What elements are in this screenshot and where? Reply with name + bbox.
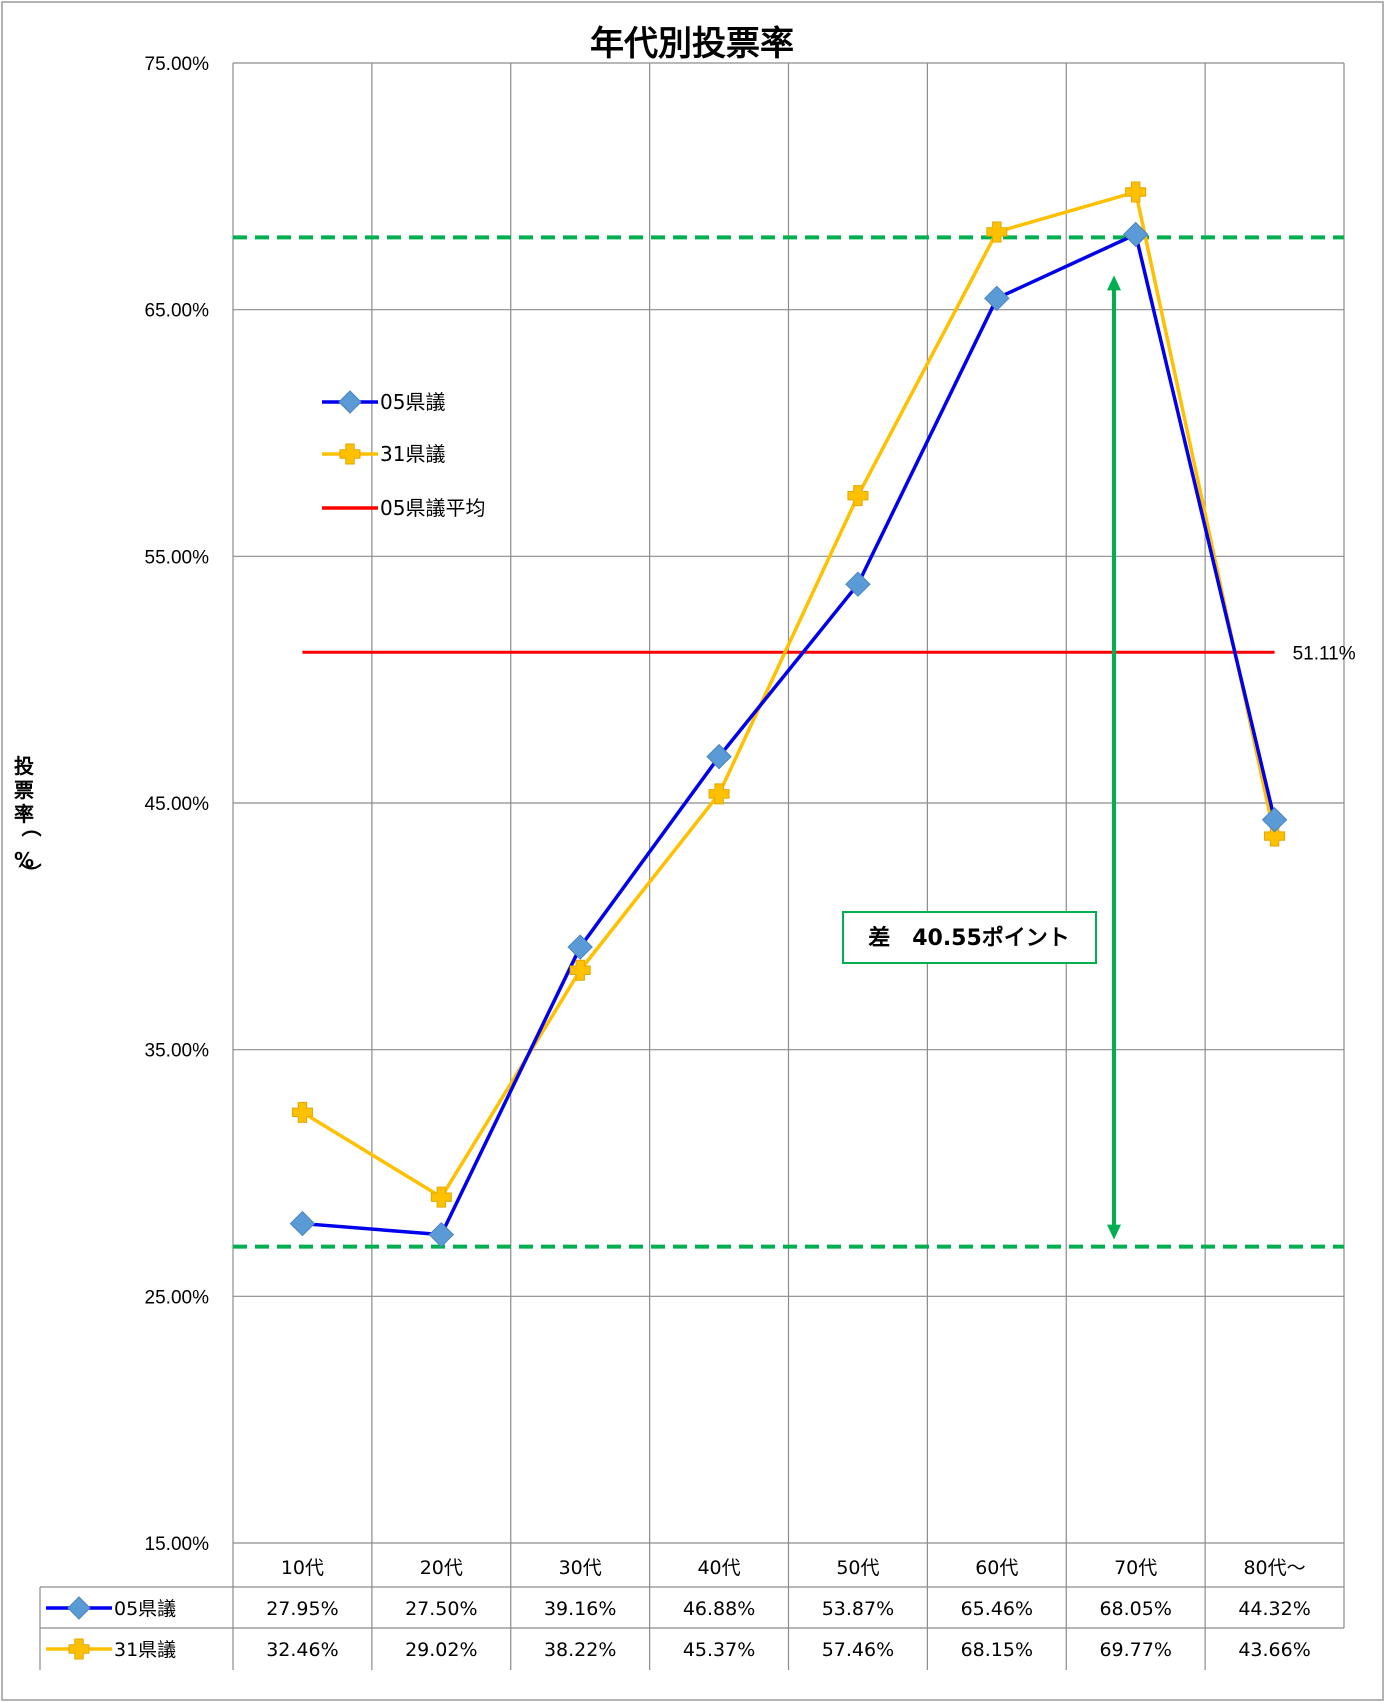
- legend-average-text: 05県議平均: [380, 496, 485, 520]
- legend: 05県議 31県議 05県議平均: [322, 390, 485, 520]
- series-05-point: [428, 1221, 455, 1248]
- x-tick-label: 20代: [420, 1557, 463, 1579]
- table-key-05-marker: [67, 1596, 91, 1620]
- table-cell: 27.95%: [266, 1598, 338, 1620]
- annotation-arrow-head-up: [1107, 275, 1121, 291]
- series-05-point: [845, 571, 871, 597]
- y-tick-label: 15.00%: [145, 1534, 210, 1555]
- table-cell: 29.02%: [405, 1639, 477, 1661]
- annotation-arrow-head-down: [1107, 1224, 1121, 1240]
- table-cell: 43.66%: [1238, 1639, 1310, 1661]
- table-cell: 46.88%: [683, 1598, 755, 1620]
- average-label: 51.11%: [1293, 643, 1356, 664]
- table-key-05-name: 05県議: [114, 1598, 176, 1620]
- series-31-point: [569, 959, 591, 981]
- series-31-point: [430, 1186, 452, 1208]
- table-key-31-marker: [68, 1638, 90, 1660]
- series-05-point: [567, 934, 593, 960]
- y-axis-label-char: ）: [19, 863, 43, 883]
- table-cell: 53.87%: [822, 1598, 894, 1620]
- difference-annotation: 差 40.55ポイント: [842, 275, 1121, 1240]
- table-cell: 32.46%: [266, 1639, 338, 1661]
- series-05-point: [706, 743, 732, 770]
- annotation-text: 差 40.55ポイント: [868, 925, 1070, 951]
- series-05-point: [1122, 221, 1149, 248]
- annotation-box: [842, 911, 1097, 964]
- gridlines: [232, 62, 1345, 1670]
- y-tick-label: 55.00%: [145, 547, 210, 568]
- table-cell: 69.77%: [1099, 1639, 1171, 1661]
- x-tick-label: 30代: [559, 1557, 602, 1579]
- series-05-point: [984, 285, 1010, 312]
- data-table-lines: [39, 1586, 1344, 1670]
- series-31-point: [708, 783, 730, 805]
- y-axis-label-char: 票: [14, 778, 34, 802]
- series-05-line: [302, 232, 1277, 1237]
- table-cell: 57.46%: [822, 1639, 894, 1661]
- x-tick-label: 60代: [975, 1557, 1018, 1579]
- x-tick-label: 80代～: [1243, 1557, 1305, 1579]
- y-tick-label: 25.00%: [145, 1287, 210, 1308]
- chart-texts: 年代別投票率 15.00% 25.00% 35.00% 45.00% 55.00% 65.…: [46, 24, 1356, 1661]
- table-cell: 65.46%: [961, 1598, 1033, 1620]
- y-tick-label: 45.00%: [145, 794, 210, 815]
- table-cell: 38.22%: [544, 1639, 616, 1661]
- legend-05-text: 05県議: [380, 390, 445, 414]
- x-tick-label: 10代: [281, 1557, 324, 1579]
- y-axis-label-char: 率: [14, 802, 34, 826]
- legend-05-marker: [338, 390, 362, 414]
- series-31-point: [986, 221, 1008, 243]
- table-cell: 27.50%: [405, 1598, 477, 1620]
- x-tick-label: 40代: [697, 1557, 740, 1579]
- y-axis-label: 投票率（%）: [14, 754, 43, 883]
- y-axis-label-char: %: [14, 848, 34, 872]
- series-31-point: [1125, 181, 1147, 203]
- x-tick-label: 50代: [836, 1557, 879, 1579]
- chart-title: 年代別投票率: [590, 24, 794, 64]
- x-tick-label: 70代: [1114, 1557, 1157, 1579]
- y-tick-label: 65.00%: [145, 301, 210, 322]
- series-31-point: [847, 485, 869, 507]
- reference-lines: [233, 235, 1344, 1249]
- table-cell: 68.05%: [1099, 1598, 1171, 1620]
- table-cell: 68.15%: [961, 1639, 1033, 1661]
- legend-31-text: 31県議: [380, 442, 445, 466]
- series-05-point: [289, 1210, 316, 1237]
- table-cell: 44.32%: [1238, 1598, 1310, 1620]
- table-cell: 39.16%: [544, 1598, 616, 1620]
- series-31-line: [301, 190, 1277, 1199]
- series-31-point: [1264, 825, 1286, 847]
- y-axis-label-char: 投: [14, 754, 34, 778]
- series-05-point: [1261, 807, 1288, 833]
- series-31-point: [291, 1101, 313, 1123]
- legend-31-marker: [339, 443, 361, 465]
- y-tick-label: 35.00%: [145, 1041, 210, 1062]
- y-axis-label-char: （: [19, 817, 43, 837]
- table-cell: 45.37%: [683, 1639, 755, 1661]
- table-key-31-name: 31県議: [114, 1639, 176, 1661]
- y-tick-label: 75.00%: [145, 54, 210, 75]
